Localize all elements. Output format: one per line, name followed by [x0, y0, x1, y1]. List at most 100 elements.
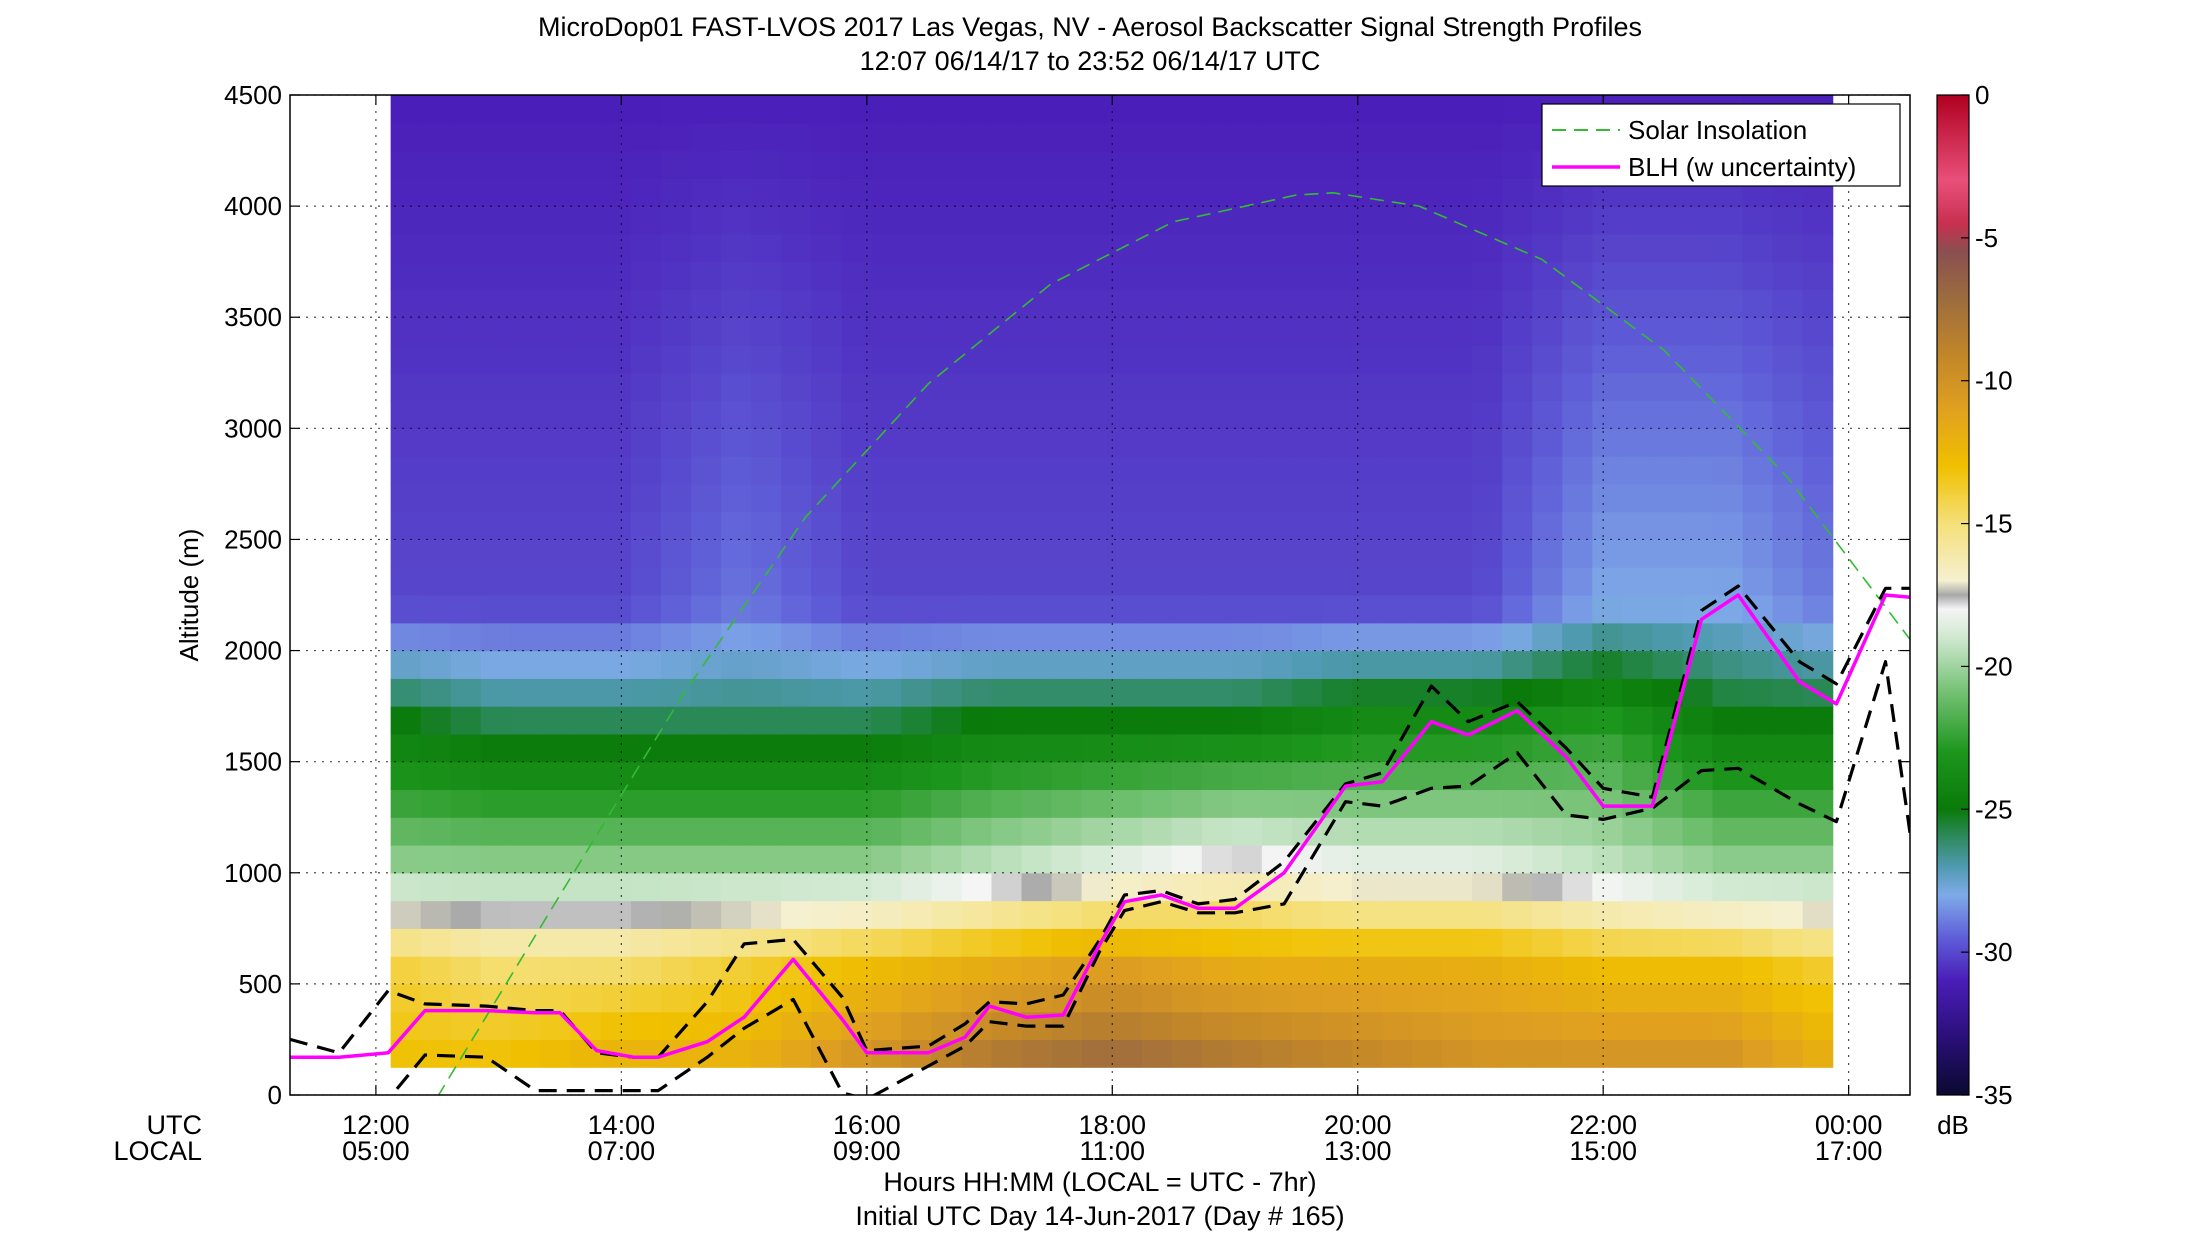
heatmap-cell	[1502, 511, 1533, 541]
heatmap-cell	[1291, 428, 1323, 457]
heatmap-cell	[1592, 289, 1623, 318]
heatmap-cell	[721, 567, 752, 596]
heatmap-cell	[1802, 789, 1834, 818]
heatmap-cell	[390, 511, 422, 541]
legend: Solar Insolation BLH (w uncertainty)	[1541, 103, 1901, 187]
heatmap-cell	[781, 95, 812, 124]
heatmap-cell	[540, 261, 572, 291]
heatmap-cell	[1081, 595, 1113, 624]
heatmap-cell	[1081, 428, 1113, 457]
heatmap-cell	[661, 900, 692, 929]
heatmap-cell	[1472, 428, 1503, 457]
heatmap-cell	[1231, 539, 1263, 568]
heatmap-cell	[871, 261, 902, 291]
heatmap-cell	[781, 456, 812, 485]
heatmap-cell	[630, 233, 662, 263]
heatmap-cell	[721, 150, 752, 179]
heatmap-cell	[540, 483, 572, 513]
heatmap-cell	[661, 95, 692, 124]
heatmap-cell	[1502, 567, 1533, 596]
heatmap-cell	[691, 539, 722, 568]
heatmap-cell	[480, 289, 512, 318]
heatmap-cell	[420, 706, 452, 735]
heatmap-cell	[1472, 983, 1503, 1013]
heatmap-cell	[1051, 789, 1083, 818]
heatmap-cell	[1442, 733, 1473, 763]
heatmap-cell	[630, 595, 662, 624]
heatmap-cell	[1352, 733, 1383, 763]
heatmap-cell	[781, 178, 812, 207]
heatmap-cell	[961, 1039, 993, 1068]
heatmap-cell	[1502, 539, 1533, 568]
heatmap-cell	[811, 622, 842, 652]
heatmap-cell	[1111, 706, 1143, 735]
heatmap-cell	[841, 261, 872, 291]
heatmap-cell	[1622, 567, 1654, 596]
heatmap-cell	[1261, 650, 1293, 679]
heatmap-cell	[450, 539, 482, 568]
heatmap-cell	[1171, 483, 1203, 513]
heatmap-cell	[570, 95, 602, 124]
heatmap-cell	[751, 122, 782, 152]
heatmap-cell	[1802, 1011, 1834, 1041]
heatmap-cell	[420, 678, 452, 707]
heatmap-cell	[540, 539, 572, 568]
heatmap-cell	[480, 539, 512, 568]
heatmap-cell	[600, 567, 632, 596]
heatmap-cell	[1472, 483, 1503, 513]
heatmap-cell	[991, 789, 1023, 818]
heatmap-cell	[931, 761, 963, 791]
heatmap-cell	[390, 733, 422, 763]
heatmap-cell	[420, 761, 452, 791]
heatmap-cell	[1502, 1011, 1533, 1041]
heatmap-cell	[1321, 345, 1353, 374]
heatmap-cell	[600, 483, 632, 513]
heatmap-cell	[1051, 1039, 1083, 1068]
heatmap-cell	[1442, 345, 1473, 374]
heatmap-cell	[390, 456, 422, 485]
heatmap-cell	[1772, 595, 1804, 624]
x-tick-label-local: 11:00	[1079, 1136, 1145, 1166]
heatmap-cell	[1141, 1039, 1173, 1068]
heatmap-cell	[1742, 872, 1774, 902]
heatmap-cell	[1382, 233, 1413, 263]
heatmap-cell	[450, 872, 482, 902]
heatmap-cell	[961, 206, 993, 235]
heatmap-cell	[1021, 483, 1053, 513]
heatmap-cell	[1201, 845, 1233, 874]
heatmap-cell	[691, 233, 722, 263]
heatmap-cell	[1532, 817, 1563, 846]
heatmap-cell	[540, 845, 572, 874]
heatmap-cell	[991, 122, 1023, 152]
heatmap-cell	[1802, 761, 1834, 791]
heatmap-cell	[1321, 206, 1353, 235]
heatmap-cell	[931, 178, 963, 207]
heatmap-cell	[600, 733, 632, 763]
heatmap-cell	[991, 872, 1023, 902]
heatmap-cell	[1081, 178, 1113, 207]
heatmap-cell	[691, 622, 722, 652]
x-tick-label-local: 15:00	[1569, 1136, 1637, 1166]
heatmap-cell	[1081, 983, 1113, 1013]
heatmap-cell	[450, 483, 482, 513]
heatmap-cell	[600, 678, 632, 707]
heatmap-cell	[1021, 678, 1053, 707]
heatmap-cell	[751, 595, 782, 624]
x-tick-label-local: 13:00	[1324, 1136, 1392, 1166]
heatmap-cell	[600, 456, 632, 485]
heatmap-cell	[1562, 872, 1593, 902]
heatmap-cell	[871, 678, 902, 707]
x-tick-label-utc: 20:00	[1324, 1110, 1392, 1140]
heatmap-cell	[1682, 511, 1714, 541]
heatmap-cell	[1472, 178, 1503, 207]
heatmap-cell	[480, 706, 512, 735]
heatmap-cell	[630, 317, 662, 346]
heatmap-cell	[1321, 428, 1353, 457]
heatmap-cell	[991, 345, 1023, 374]
heatmap-cell	[871, 650, 902, 679]
heatmap-cell	[1261, 733, 1293, 763]
x-tick-label-local: 05:00	[342, 1136, 410, 1166]
heatmap-cell	[1321, 650, 1353, 679]
heatmap-cell	[1051, 345, 1083, 374]
heatmap-cell	[480, 511, 512, 541]
